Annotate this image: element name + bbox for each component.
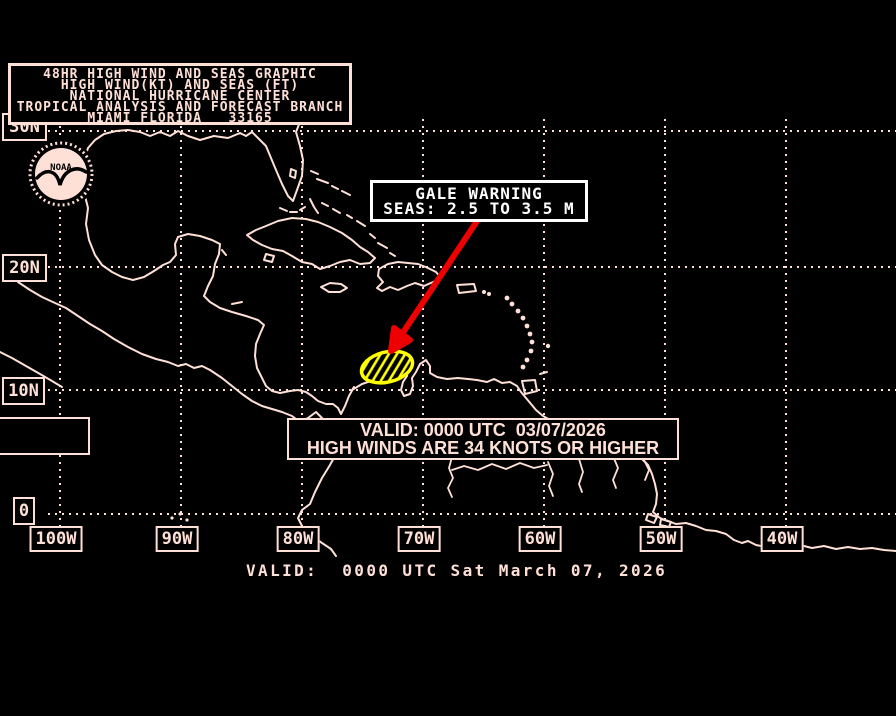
lon-label-60w: 60W <box>518 526 562 552</box>
lon-label-100w: 100W <box>29 526 83 552</box>
lat-label-0: 0 <box>13 497 35 525</box>
header-line-5: MIAMI FLORIDA 33165 <box>87 111 273 126</box>
florida-lake <box>289 168 297 179</box>
lat-label-20n: 20N <box>2 254 47 282</box>
header-line-2: HIGH WIND(KT) AND SEAS (FT) <box>60 78 300 93</box>
lat-label-10n: 10N <box>2 377 45 405</box>
islands-bahamas <box>309 170 396 257</box>
island-cozumel <box>221 249 227 256</box>
coastline-mainland <box>81 106 896 552</box>
lon-label-80w: 80W <box>276 526 320 552</box>
lon-label-40w: 40W <box>760 526 804 552</box>
gale-warning-callout: GALE WARNING SEAS: 2.5 TO 3.5 M <box>370 180 588 222</box>
coastline-tehuantepec <box>0 351 63 388</box>
island-roatan <box>231 301 243 305</box>
header-box: 48HR HIGH WIND AND SEAS GRAPHIC HIGH WIN… <box>8 63 352 125</box>
island-puerto-rico <box>456 283 477 294</box>
grid-lines <box>48 119 896 526</box>
valid-time-line: VALID: 0000 UTC 03/07/2026 <box>360 420 606 440</box>
country-borders <box>447 455 650 498</box>
noaa-logo-icon: NOAA <box>26 139 96 209</box>
island-hispaniola <box>376 261 442 292</box>
gale-warning-area <box>359 349 415 385</box>
island-tobago <box>539 371 548 375</box>
lon-label-70w: 70W <box>397 526 441 552</box>
florida-keys <box>279 206 306 213</box>
island-jamaica <box>320 282 348 293</box>
high-winds-note: HIGH WINDS ARE 34 KNOTS OR HIGHER <box>306 438 660 458</box>
header-line-4: TROPICAL ANALYSIS AND FORECAST BRANCH <box>16 100 344 115</box>
coastline-pacific <box>17 281 338 557</box>
footer-valid-text: VALID: 0000 UTC Sat March 07, 2026 <box>246 561 668 580</box>
gale-warning-title: GALE WARNING <box>415 184 543 203</box>
noaa-logo-text: NOAA <box>50 163 72 173</box>
lon-label-50w: 50W <box>639 526 683 552</box>
island-trinidad <box>521 379 538 395</box>
header-line-1: 48HR HIGH WIND AND SEAS GRAPHIC <box>43 67 317 82</box>
coastlines <box>0 106 896 557</box>
islands-lesser-antilles <box>170 290 551 522</box>
valid-time-box: VALID: 0000 UTC 03/07/2026 HIGH WINDS AR… <box>287 418 679 460</box>
island-cuba <box>246 217 376 270</box>
noaa-gull-icon <box>35 167 88 186</box>
gale-warning-seas: SEAS: 2.5 TO 3.5 M <box>383 199 575 218</box>
lon-label-90w: 90W <box>155 526 199 552</box>
empty-legend-box <box>0 417 90 455</box>
header-line-3: NATIONAL HURRICANE CENTER <box>69 89 291 104</box>
warning-arrow-icon <box>388 219 480 354</box>
island-isle-of-youth <box>263 253 275 263</box>
